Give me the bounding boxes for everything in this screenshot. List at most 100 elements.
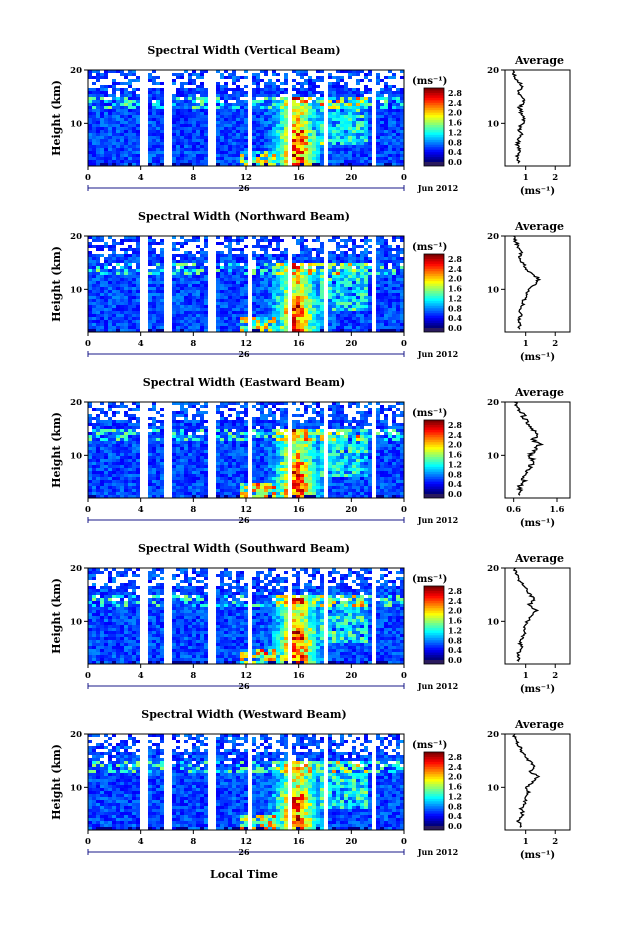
heat-cell bbox=[92, 486, 96, 489]
heat-cell bbox=[228, 124, 232, 127]
heat-cell bbox=[296, 73, 300, 76]
heat-cell bbox=[256, 314, 260, 317]
heat-cell bbox=[300, 151, 304, 154]
heat-cell bbox=[108, 154, 112, 157]
profile-frame bbox=[505, 236, 570, 332]
heat-cell bbox=[256, 293, 260, 296]
heat-cell bbox=[268, 308, 272, 311]
heat-cell bbox=[172, 160, 176, 163]
heat-cell bbox=[260, 278, 264, 281]
heat-cell bbox=[172, 423, 176, 426]
heat-cell bbox=[308, 139, 312, 142]
heat-cell bbox=[280, 302, 284, 305]
heat-cell bbox=[332, 269, 336, 272]
heat-cell bbox=[100, 308, 104, 311]
heat-cell bbox=[172, 441, 176, 444]
heat-cell bbox=[252, 275, 256, 278]
heat-cell bbox=[228, 447, 232, 450]
heat-cell bbox=[260, 124, 264, 127]
heat-cell bbox=[268, 124, 272, 127]
heat-cell bbox=[376, 311, 380, 314]
heat-cell bbox=[200, 97, 204, 100]
heat-cell bbox=[388, 260, 392, 263]
heat-cell bbox=[88, 157, 92, 160]
heat-cell bbox=[176, 438, 180, 441]
heat-cell bbox=[160, 275, 164, 278]
heat-cell bbox=[400, 269, 404, 272]
heat-cell bbox=[344, 94, 348, 97]
heat-cell bbox=[388, 254, 392, 257]
heat-cell bbox=[216, 408, 220, 411]
heat-cell bbox=[184, 459, 188, 462]
heat-cell bbox=[100, 284, 104, 287]
heat-cell bbox=[180, 477, 184, 480]
heat-cell bbox=[336, 260, 340, 263]
heat-cell bbox=[328, 109, 332, 112]
heat-cell bbox=[360, 112, 364, 115]
heat-cell bbox=[192, 311, 196, 314]
heat-cell bbox=[124, 97, 128, 100]
heat-cell bbox=[160, 154, 164, 157]
heat-cell bbox=[224, 447, 228, 450]
heat-cell bbox=[192, 100, 196, 103]
heat-cell bbox=[112, 266, 116, 269]
heat-cell bbox=[200, 85, 204, 88]
heat-cell bbox=[228, 157, 232, 160]
heat-cell bbox=[172, 157, 176, 160]
heat-cell bbox=[280, 278, 284, 281]
heat-cell bbox=[264, 284, 268, 287]
heat-cell bbox=[112, 296, 116, 299]
heat-cell bbox=[328, 112, 332, 115]
heat-cell bbox=[284, 76, 288, 79]
heat-cell bbox=[100, 148, 104, 151]
heat-cell bbox=[272, 257, 276, 260]
heat-cell bbox=[216, 426, 220, 429]
heat-cell bbox=[160, 305, 164, 308]
heat-cell bbox=[340, 121, 344, 124]
heat-cell bbox=[124, 269, 128, 272]
heat-cell bbox=[136, 456, 140, 459]
heat-cell bbox=[256, 118, 260, 121]
heat-cell bbox=[320, 266, 324, 269]
heat-cell bbox=[96, 239, 100, 242]
heat-cell bbox=[224, 266, 228, 269]
heat-cell bbox=[336, 100, 340, 103]
heat-cell bbox=[124, 423, 128, 426]
heat-cell bbox=[292, 103, 296, 106]
heat-cell bbox=[108, 456, 112, 459]
heat-cell bbox=[308, 308, 312, 311]
heat-cell bbox=[148, 468, 152, 471]
profile-x-tick-label: 2 bbox=[552, 173, 558, 183]
heat-cell bbox=[232, 118, 236, 121]
heat-cell bbox=[176, 76, 180, 79]
heat-cell bbox=[388, 94, 392, 97]
heat-cell bbox=[192, 88, 196, 91]
heat-cell bbox=[204, 139, 208, 142]
heat-cell bbox=[180, 293, 184, 296]
heat-cell bbox=[228, 311, 232, 314]
heat-cell bbox=[304, 257, 308, 260]
heat-cell bbox=[328, 136, 332, 139]
heat-cell bbox=[232, 323, 236, 326]
heat-cell bbox=[148, 326, 152, 329]
heat-cell bbox=[228, 94, 232, 97]
heat-cell bbox=[276, 139, 280, 142]
heat-cell bbox=[180, 254, 184, 257]
heat-cell bbox=[204, 323, 208, 326]
heat-cell bbox=[360, 272, 364, 275]
heat-cell bbox=[128, 97, 132, 100]
heat-cell bbox=[96, 115, 100, 118]
heat-cell bbox=[268, 278, 272, 281]
profile-x-label: (ms⁻¹) bbox=[520, 186, 555, 197]
heat-cell bbox=[88, 263, 92, 266]
heat-cell bbox=[152, 408, 156, 411]
heat-cell bbox=[112, 145, 116, 148]
heat-cell bbox=[304, 260, 308, 263]
colorbar-tick-label: 1.2 bbox=[448, 293, 462, 303]
heat-cell bbox=[176, 157, 180, 160]
heat-cell bbox=[220, 465, 224, 468]
heat-cell bbox=[160, 142, 164, 145]
heat-cell bbox=[348, 142, 352, 145]
heat-cell bbox=[272, 100, 276, 103]
heatmap-cells bbox=[88, 236, 404, 332]
